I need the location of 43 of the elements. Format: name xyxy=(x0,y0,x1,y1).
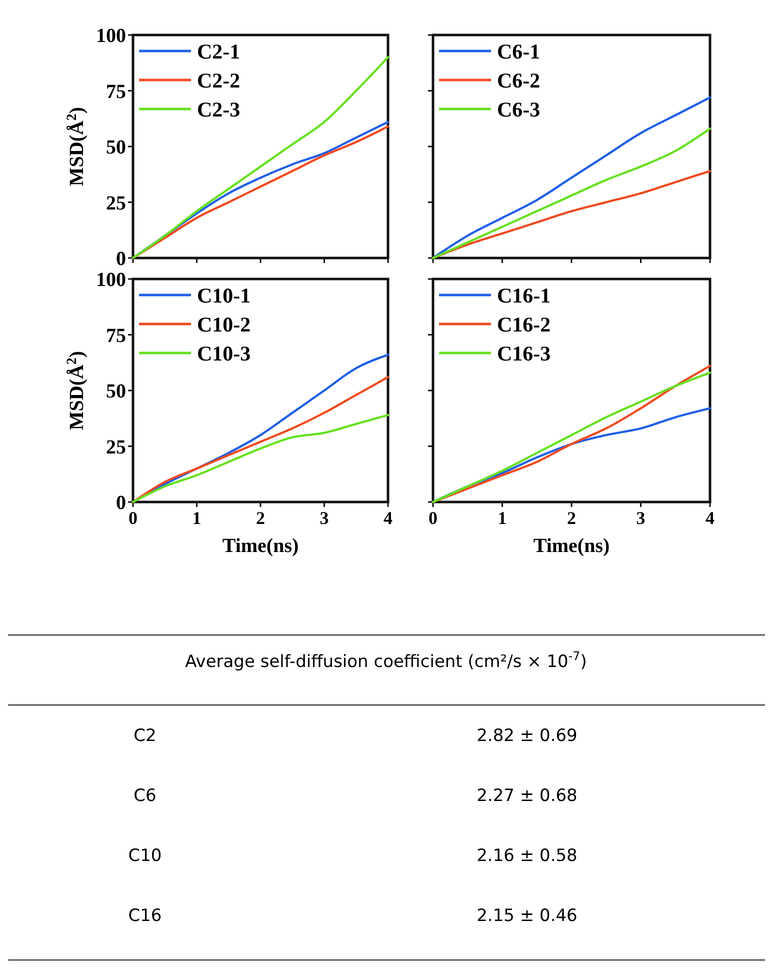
text: Average self-diffusion coefficient (cm²/s × 10$^{-7}$) xyxy=(185,649,587,672)
legend-label: C16-2 xyxy=(497,312,551,336)
y-tick-label: 75 xyxy=(106,324,126,347)
legend-label: C2-2 xyxy=(197,68,240,92)
legend-label: C6-3 xyxy=(497,97,540,122)
y-tick-label: 0 xyxy=(116,492,126,514)
y-tick-label: 25 xyxy=(106,192,126,214)
legend-label: C10-2 xyxy=(197,312,251,336)
text: 2.27 ± 0.68 xyxy=(476,786,578,806)
line-series xyxy=(132,414,390,504)
y-tick-label: 75 xyxy=(106,80,126,103)
legend-label: C2-1 xyxy=(197,39,240,64)
x-tick-label: 3 xyxy=(636,508,646,528)
x-axis-title: Time(ns) xyxy=(222,535,299,557)
text: 2.15 ± 0.46 xyxy=(476,906,578,926)
y-tick-label: 100 xyxy=(96,269,126,291)
legend-label: C10-1 xyxy=(197,283,251,308)
legend-label: C10-3 xyxy=(197,341,251,366)
x-tick-label: 2 xyxy=(256,508,265,528)
y-tick-label: 50 xyxy=(106,136,126,158)
x-tick-label: 4 xyxy=(384,508,392,528)
x-tick-label: 1 xyxy=(192,508,202,528)
y-tick-label: 100 xyxy=(96,25,126,47)
category-label: C16 xyxy=(128,906,162,926)
category-label: C2 xyxy=(134,726,156,746)
category-label: C10 xyxy=(128,846,162,866)
legend-label: C6-2 xyxy=(497,68,540,92)
text: 2.16 ± 0.58 xyxy=(476,846,578,866)
legend-label: C16-3 xyxy=(497,341,551,366)
x-tick-label: 0 xyxy=(428,508,438,528)
y-tick-label: 25 xyxy=(106,436,126,458)
x-tick-label: 3 xyxy=(320,508,329,528)
x-tick-label: 1 xyxy=(498,508,507,528)
y-tick-label: 50 xyxy=(106,380,126,402)
x-axis-title: Time(ns) xyxy=(533,535,610,557)
category-label: C6 xyxy=(134,786,156,806)
legend-label: C16-1 xyxy=(497,283,551,308)
text: 2.82 ± 0.69 xyxy=(476,726,578,746)
y-tick-label: 0 xyxy=(116,248,126,270)
x-tick-label: 2 xyxy=(567,508,576,528)
legend-label: C6-1 xyxy=(497,39,540,64)
legend-label: C2-3 xyxy=(197,97,240,122)
x-tick-label: 4 xyxy=(706,508,714,528)
